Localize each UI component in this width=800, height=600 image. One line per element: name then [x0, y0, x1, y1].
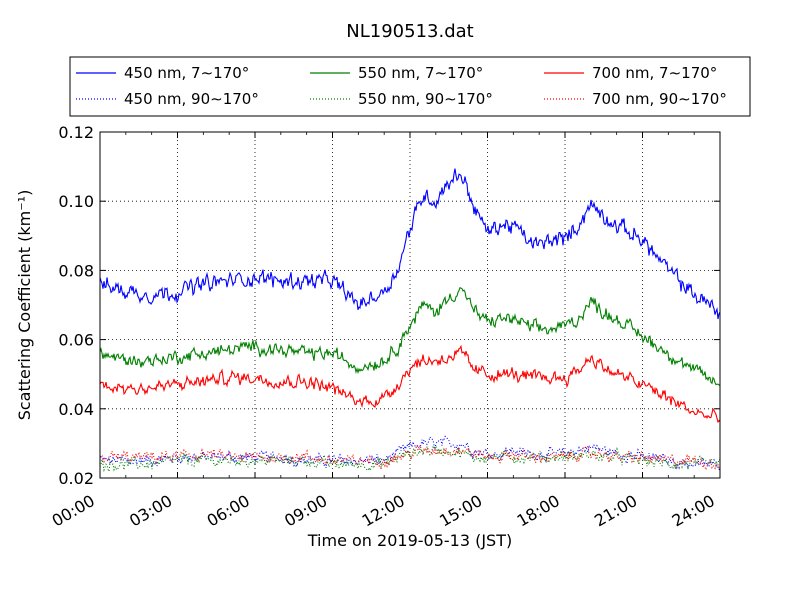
legend-label: 550 nm, 7∼170°: [358, 64, 483, 82]
series-line-1: [99, 286, 721, 386]
y-tick-label: 0.12: [58, 123, 94, 142]
legend-label: 700 nm, 90∼170°: [592, 90, 727, 108]
y-tick-label: 0.04: [58, 400, 94, 419]
x-tick-label: 09:00: [281, 491, 330, 531]
series-line-4: [99, 445, 721, 474]
y-tick-labels: 0.02 0.04 0.06 0.08 0.10 0.12: [58, 123, 94, 488]
legend-label: 450 nm, 90∼170°: [124, 90, 259, 108]
legend-label: 450 nm, 7∼170°: [124, 64, 249, 82]
x-tick-label: 03:00: [126, 491, 175, 531]
x-tick-label: 15:00: [436, 491, 485, 531]
series-line-3: [99, 435, 721, 472]
y-tick-label: 0.10: [58, 192, 94, 211]
grid-lines: [100, 132, 720, 478]
legend-label: 700 nm, 7∼170°: [592, 64, 717, 82]
chart-title: NL190513.dat: [346, 21, 473, 42]
legend-box: [69, 56, 751, 117]
legend: 450 nm, 7∼170° 450 nm, 90∼170° 550 nm, 7∼1…: [69, 56, 751, 117]
series-layer: [99, 168, 721, 474]
x-tick-label: 06:00: [204, 491, 253, 531]
y-tick-label: 0.02: [58, 469, 94, 488]
y-tick-label: 0.08: [58, 261, 94, 280]
x-tick-label: 18:00: [514, 491, 563, 531]
plot-frame: [99, 131, 721, 479]
x-tick-label: 24:00: [669, 491, 718, 531]
series-line-0: [99, 168, 721, 320]
x-axis-label: Time on 2019-05-13 (JST): [307, 531, 512, 550]
x-tick-label: 21:00: [591, 491, 640, 531]
x-tick-labels: 00:00 03:00 06:00 09:00 12:00 15:00 18:00 21:00…: [49, 491, 718, 531]
series-line-2: [99, 344, 721, 424]
legend-label: 550 nm, 90∼170°: [358, 90, 493, 108]
y-tick-label: 0.06: [58, 331, 94, 350]
x-tick-label: 12:00: [359, 491, 408, 531]
y-axis-label: Scattering Coefficient (km⁻¹): [15, 190, 34, 421]
x-tick-label: 00:00: [49, 491, 98, 531]
